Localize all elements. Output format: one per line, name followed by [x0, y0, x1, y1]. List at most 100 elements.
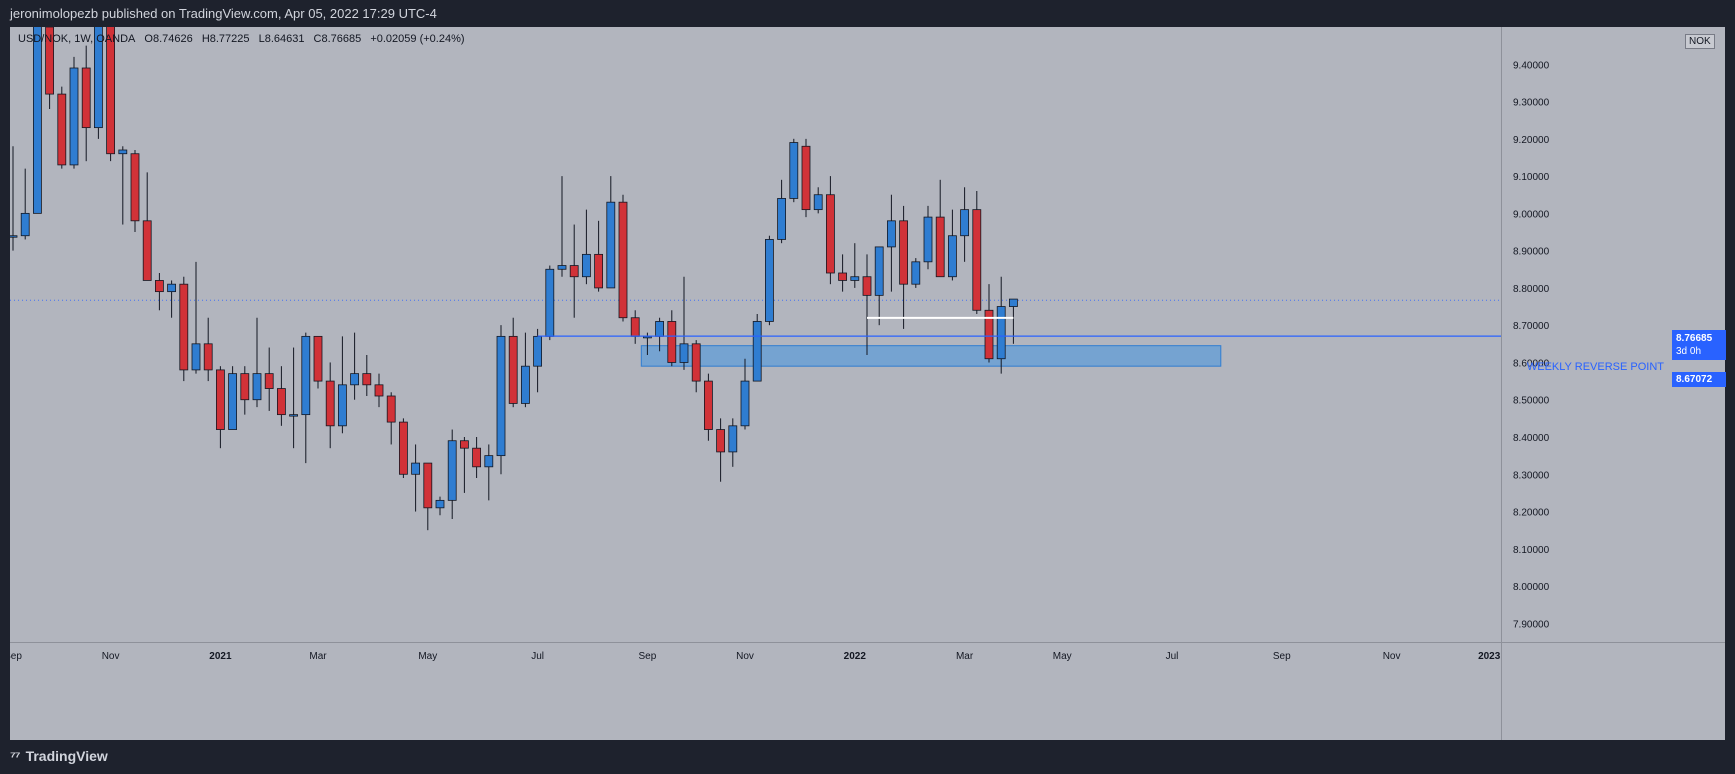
candle-down[interactable]: [838, 272, 847, 281]
candle-down[interactable]: [203, 343, 213, 371]
chart-area[interactable]: 9.40000 9.30000 9.20000 9.10000 9.00000 8.900…: [10, 27, 1726, 740]
candle-up[interactable]: [887, 220, 896, 248]
candle-down[interactable]: [313, 335, 323, 382]
candle-up[interactable]: [252, 373, 262, 401]
candle-down[interactable]: [57, 93, 67, 166]
candle-down[interactable]: [594, 253, 603, 289]
candle-up[interactable]: [118, 149, 128, 155]
candle-up[interactable]: [813, 194, 823, 211]
candle-up[interactable]: [167, 283, 177, 293]
candle-down[interactable]: [264, 373, 274, 389]
candle-down[interactable]: [618, 201, 628, 319]
candle-up[interactable]: [289, 414, 299, 417]
candle-down[interactable]: [826, 194, 835, 274]
candlestick-chart[interactable]: 9.40000 9.30000 9.20000 9.10000 9.00000 8.900…: [10, 27, 1725, 740]
candle-up[interactable]: [228, 373, 238, 430]
bar-countdown: 3d 0h: [1676, 346, 1702, 357]
candle-down[interactable]: [142, 220, 152, 281]
candle-down[interactable]: [716, 429, 725, 453]
candle-down[interactable]: [935, 216, 945, 278]
candle-up[interactable]: [69, 67, 79, 166]
candle-up[interactable]: [679, 343, 689, 363]
candle-down[interactable]: [691, 343, 701, 382]
candle-down[interactable]: [862, 276, 872, 296]
y-tick-label: 8.30000: [1513, 470, 1550, 481]
y-tick-label: 7.90000: [1513, 619, 1550, 630]
legend-change: +0.02059 (+0.24%): [370, 33, 465, 45]
candle-up[interactable]: [765, 239, 774, 322]
candle-up[interactable]: [911, 261, 921, 285]
candle-up[interactable]: [484, 455, 494, 468]
legend-symbol[interactable]: USD/NOK, 1W, OANDA: [18, 33, 136, 45]
y-tick-label: 8.90000: [1513, 247, 1550, 258]
candle-up[interactable]: [32, 27, 42, 214]
candle-down[interactable]: [630, 317, 640, 337]
candle-up[interactable]: [10, 235, 18, 238]
candle-up[interactable]: [874, 246, 884, 296]
candle-up[interactable]: [435, 499, 445, 509]
candle-up[interactable]: [777, 198, 786, 240]
candle-down[interactable]: [704, 380, 713, 430]
candle-up[interactable]: [789, 142, 799, 199]
candle-up[interactable]: [996, 306, 1006, 360]
candle-up[interactable]: [337, 384, 347, 427]
candle-up[interactable]: [948, 235, 957, 278]
candle-up[interactable]: [850, 276, 860, 281]
candle-up[interactable]: [301, 335, 311, 416]
candle-down[interactable]: [984, 309, 994, 360]
candle-down[interactable]: [472, 447, 482, 468]
candle-down[interactable]: [972, 209, 982, 311]
candle-up[interactable]: [350, 373, 360, 386]
candle-down[interactable]: [179, 283, 189, 371]
candle-down[interactable]: [130, 153, 140, 222]
candle-up[interactable]: [752, 321, 762, 382]
candle-down[interactable]: [240, 373, 250, 401]
candle-up[interactable]: [1009, 298, 1018, 307]
candle-down[interactable]: [398, 421, 408, 475]
currency-badge[interactable]: NOK: [1685, 34, 1715, 49]
candle-up[interactable]: [191, 343, 201, 371]
candle-up[interactable]: [655, 321, 664, 337]
candle-down[interactable]: [362, 373, 372, 386]
candle-up[interactable]: [447, 440, 457, 501]
candle-up[interactable]: [728, 425, 738, 453]
tradingview-brand[interactable]: ⁷⁷ TradingView: [10, 748, 108, 764]
support-zone[interactable]: [640, 345, 1222, 367]
x-tick-label: Sep: [1273, 651, 1291, 662]
candle-down[interactable]: [215, 369, 225, 430]
y-tick-label: 8.40000: [1513, 433, 1550, 444]
y-tick-label: 8.10000: [1513, 545, 1550, 556]
candle-down[interactable]: [325, 380, 335, 427]
candle-down[interactable]: [81, 67, 91, 129]
candle-up[interactable]: [411, 462, 421, 475]
candle-down[interactable]: [45, 27, 54, 95]
candle-down[interactable]: [508, 335, 518, 404]
candle-down[interactable]: [459, 440, 469, 449]
candle-down[interactable]: [276, 388, 286, 416]
candle-up[interactable]: [496, 335, 506, 457]
candle-down[interactable]: [899, 220, 908, 285]
candle-up[interactable]: [94, 27, 103, 129]
candle-up[interactable]: [545, 268, 555, 337]
candle-up[interactable]: [520, 365, 530, 404]
candle-up[interactable]: [606, 201, 616, 289]
candle-up[interactable]: [533, 335, 542, 367]
candle-down[interactable]: [423, 462, 433, 509]
y-tick-label: 8.70000: [1513, 321, 1550, 332]
published-text: jeronimolopezb published on TradingView.…: [10, 6, 437, 21]
candle-up[interactable]: [923, 216, 933, 263]
candle-down[interactable]: [386, 395, 396, 423]
candle-up[interactable]: [20, 212, 30, 237]
candle-down[interactable]: [569, 265, 579, 278]
candle-up[interactable]: [557, 265, 567, 270]
candle-down[interactable]: [667, 321, 677, 363]
candle-up[interactable]: [740, 380, 750, 427]
candle-down[interactable]: [106, 27, 115, 155]
candle-down[interactable]: [801, 145, 811, 211]
candle-up[interactable]: [960, 209, 969, 237]
candle-down[interactable]: [374, 384, 384, 397]
candle-up[interactable]: [582, 253, 591, 278]
candle-down[interactable]: [154, 280, 164, 293]
last-price-tag: 8.76685 3d 0h: [1672, 330, 1726, 360]
y-tick-label: 9.10000: [1513, 172, 1550, 183]
